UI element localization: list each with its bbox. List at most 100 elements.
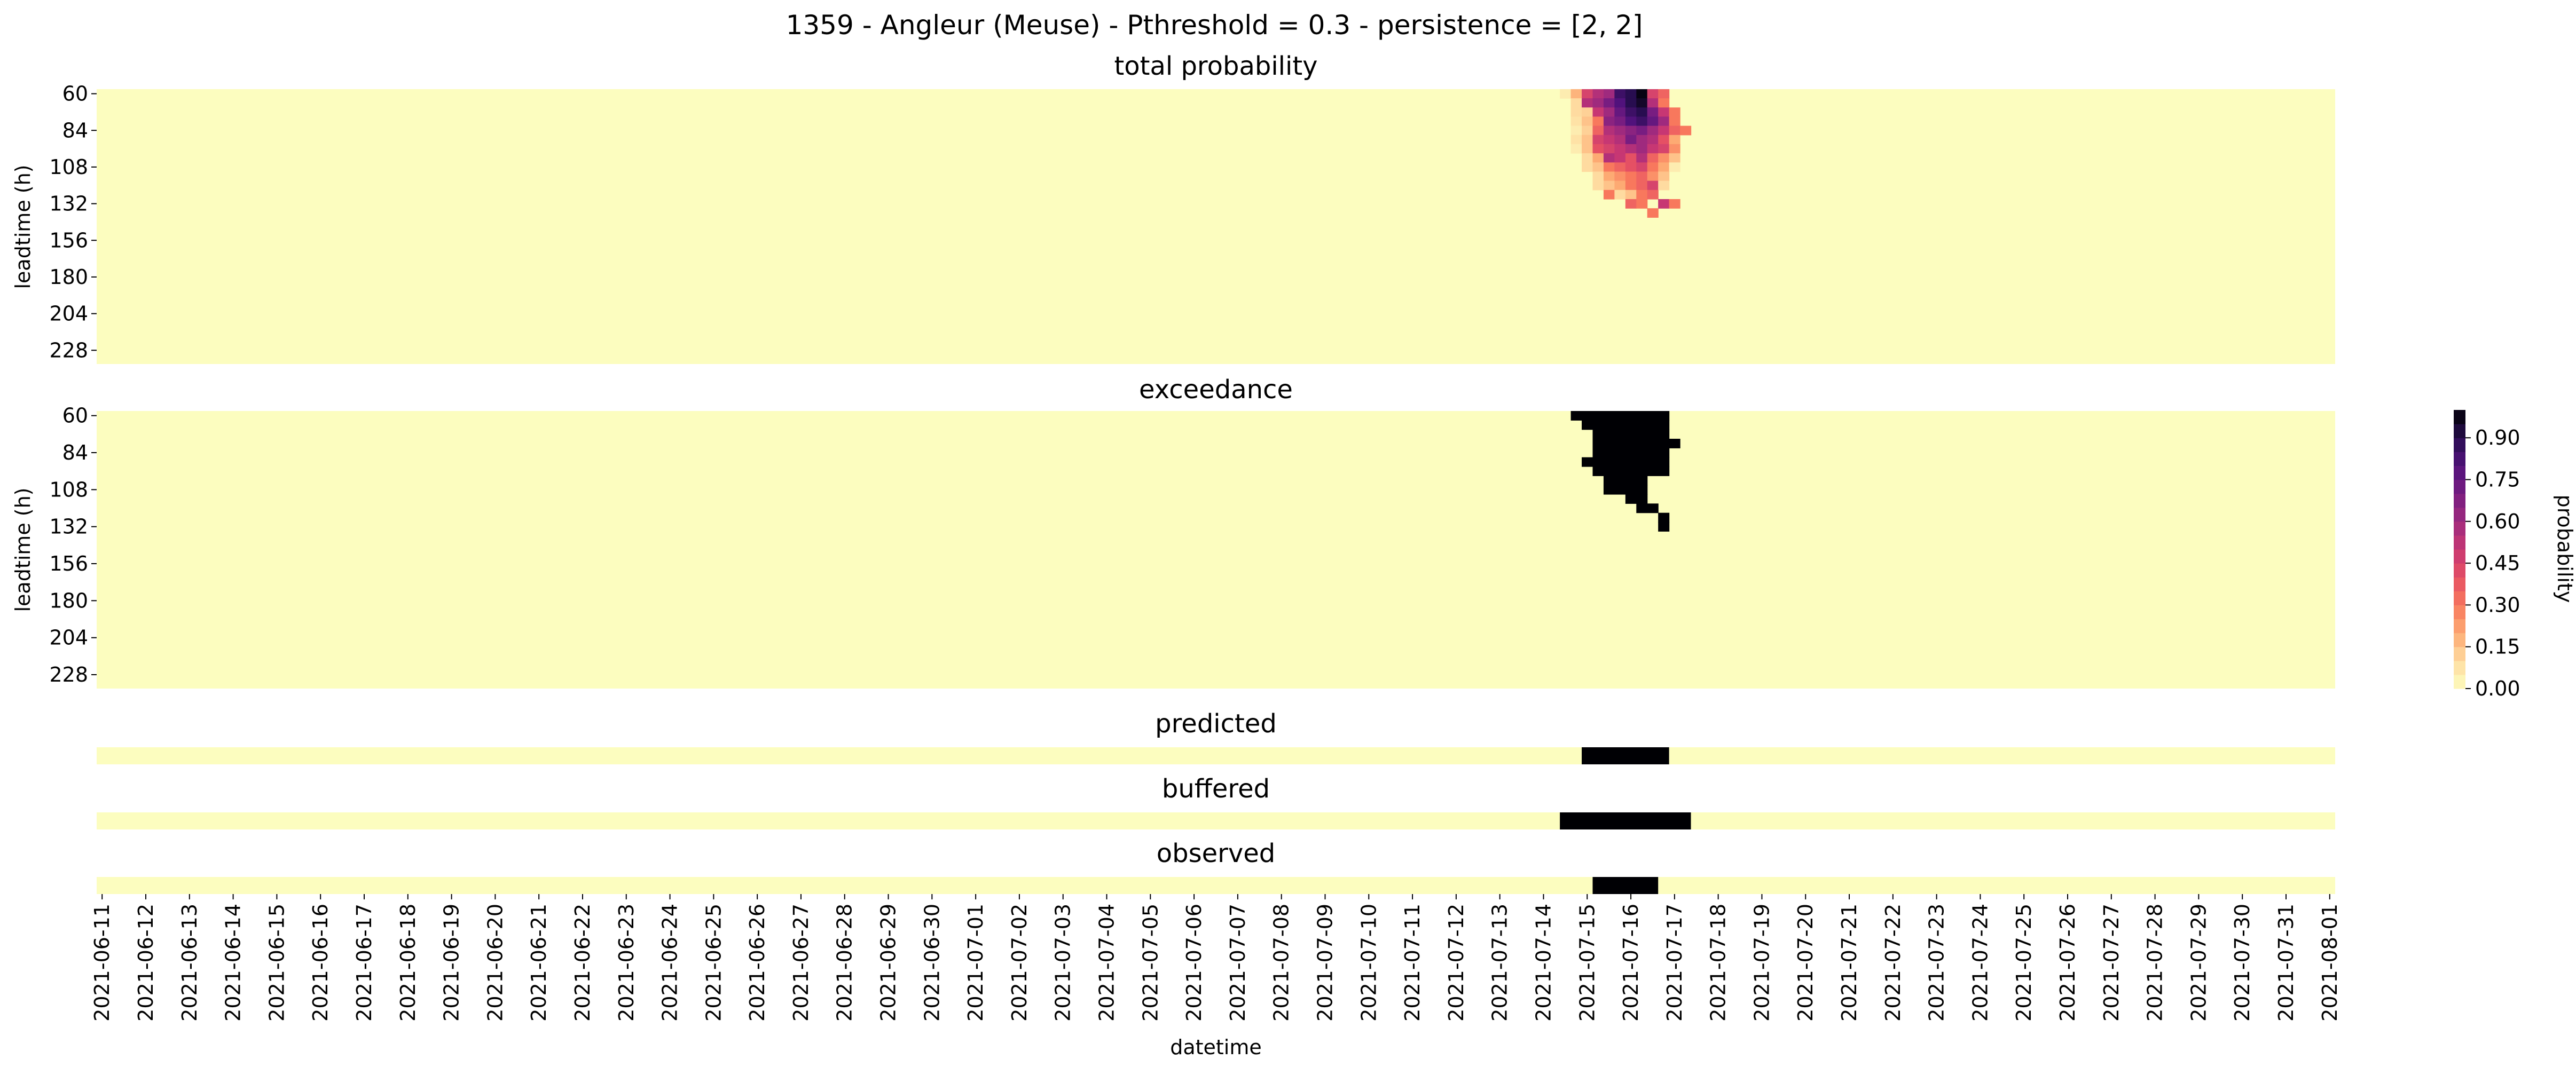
heatmap-cell	[1592, 125, 1604, 136]
heatmap-cell	[1647, 89, 1659, 99]
heatmap-cell	[1570, 89, 1582, 99]
heatmap-background-0	[97, 89, 2335, 364]
x-tick-label: 2021-07-11	[1401, 904, 1424, 1022]
panel-title-observed: observed	[1157, 839, 1276, 868]
heatmap-cell	[1647, 208, 1659, 218]
x-tick-label: 2021-07-31	[2274, 904, 2298, 1022]
x-tick-label: 2021-06-27	[789, 904, 813, 1022]
x-tick-label: 2021-06-26	[745, 904, 769, 1022]
y-tick-label: 204	[49, 302, 88, 326]
x-tick-label: 2021-07-30	[2231, 904, 2254, 1022]
colorbar-tick-label: 0.00	[2475, 677, 2520, 700]
heatmap-cell	[1592, 144, 1604, 154]
x-tick-label: 2021-06-30	[920, 904, 944, 1022]
heatmap-cell	[1625, 162, 1637, 172]
heatmap-cell	[1570, 98, 1582, 108]
exceedance-cell	[1636, 503, 1659, 513]
heatmap-cell	[1625, 116, 1637, 127]
y-tick-label: 108	[49, 155, 88, 179]
colorbar-segment	[2454, 535, 2465, 550]
y-tick-label: 60	[62, 404, 88, 428]
heatmap-cell	[1570, 116, 1582, 127]
heatmap-cell	[1658, 144, 1670, 154]
x-tick-label: 2021-07-19	[1750, 904, 1773, 1022]
heatmap-cell	[1647, 171, 1659, 181]
heatmap-cell	[1658, 199, 1670, 209]
colorbar-segment	[2454, 465, 2465, 480]
heatmap-cell	[1582, 135, 1593, 145]
colorbar-segment	[2454, 619, 2465, 634]
heatmap-cell	[1582, 153, 1593, 163]
colorbar-label: probability	[2553, 495, 2576, 603]
x-tick-label: 2021-06-13	[178, 904, 201, 1022]
x-tick-label: 2021-07-09	[1313, 904, 1337, 1022]
heatmap-cell	[1669, 199, 1680, 209]
event-bar-predicted	[1582, 747, 1669, 764]
colorbar-segment	[2454, 591, 2465, 605]
heatmap-cell	[1582, 107, 1593, 117]
exceedance-cell	[1592, 439, 1680, 448]
heatmap-cell	[1625, 189, 1637, 200]
heatmap-cell	[1625, 98, 1637, 108]
heatmap-cell	[1614, 107, 1626, 117]
heatmap-cell	[1592, 162, 1604, 172]
heatmap-cell	[1625, 135, 1637, 145]
heatmap-cell	[1636, 162, 1648, 172]
heatmap-cell	[1614, 125, 1626, 136]
y-tick-label: 132	[49, 515, 88, 539]
x-tick-label: 2021-06-19	[440, 904, 464, 1022]
heatmap-cell	[1582, 116, 1593, 127]
heatmap-cell	[1625, 171, 1637, 181]
panel-title-buffered: buffered	[1162, 774, 1270, 804]
heatmap-cell	[1582, 125, 1593, 136]
exceedance-cell	[1592, 429, 1670, 439]
colorbar-tick-label: 0.45	[2475, 551, 2520, 575]
x-tick-label: 2021-07-27	[2100, 904, 2123, 1022]
heatmap-cell	[1603, 144, 1615, 154]
y-tick-label: 156	[49, 552, 88, 575]
heatmap-cell	[1582, 144, 1593, 154]
heatmap-cell	[1625, 199, 1637, 209]
heatmap-cell	[1625, 125, 1637, 136]
colorbar-segment	[2454, 410, 2465, 424]
heatmap-cell	[1680, 125, 1692, 136]
heatmap-cell	[1603, 116, 1615, 127]
x-axis-label: datetime	[1170, 1036, 1262, 1059]
x-tick-label: 2021-07-14	[1532, 904, 1555, 1022]
heatmap-cell	[1636, 189, 1648, 200]
x-tick-label: 2021-06-16	[309, 904, 332, 1022]
heatmap-cell	[1647, 98, 1659, 108]
x-tick-label: 2021-06-28	[833, 904, 857, 1022]
colorbar-segment	[2454, 660, 2465, 675]
exceedance-cell	[1582, 420, 1670, 430]
colorbar-segment	[2454, 479, 2465, 494]
heatmap-cell	[1582, 98, 1593, 108]
heatmap-cell	[1658, 171, 1670, 181]
heatmap-cell	[1614, 171, 1626, 181]
heatmap-cell	[1570, 125, 1582, 136]
heatmap-cell	[1636, 107, 1648, 117]
heatmap-cell	[1669, 116, 1680, 127]
y-axis-label-total-probability: leadtime (h)	[11, 164, 35, 289]
x-tick-label: 2021-06-20	[483, 904, 507, 1022]
colorbar-segment	[2454, 674, 2465, 689]
x-tick-label: 2021-07-01	[964, 904, 987, 1022]
heatmap-cell	[1614, 153, 1626, 163]
y-tick-label: 180	[49, 589, 88, 612]
y-tick-label: 204	[49, 626, 88, 650]
x-tick-label: 2021-07-28	[2143, 904, 2167, 1022]
heatmap-cell	[1603, 171, 1615, 181]
exceedance-cell	[1658, 522, 1670, 532]
heatmap-cell	[1658, 135, 1670, 145]
heatmap-cell	[1603, 98, 1615, 108]
heatmap-cell	[1592, 171, 1604, 181]
exceedance-cell	[1570, 411, 1670, 421]
heatmap-cell	[1603, 189, 1615, 200]
colorbar-tick-label: 0.30	[2475, 593, 2520, 616]
x-tick-label: 2021-06-22	[571, 904, 594, 1022]
colorbar-tick-label: 0.90	[2475, 426, 2520, 449]
panel-title-predicted: predicted	[1155, 709, 1277, 739]
heatmap-cell	[1647, 162, 1659, 172]
colorbar-segment	[2454, 507, 2465, 522]
strip-background-observed	[97, 877, 2335, 894]
